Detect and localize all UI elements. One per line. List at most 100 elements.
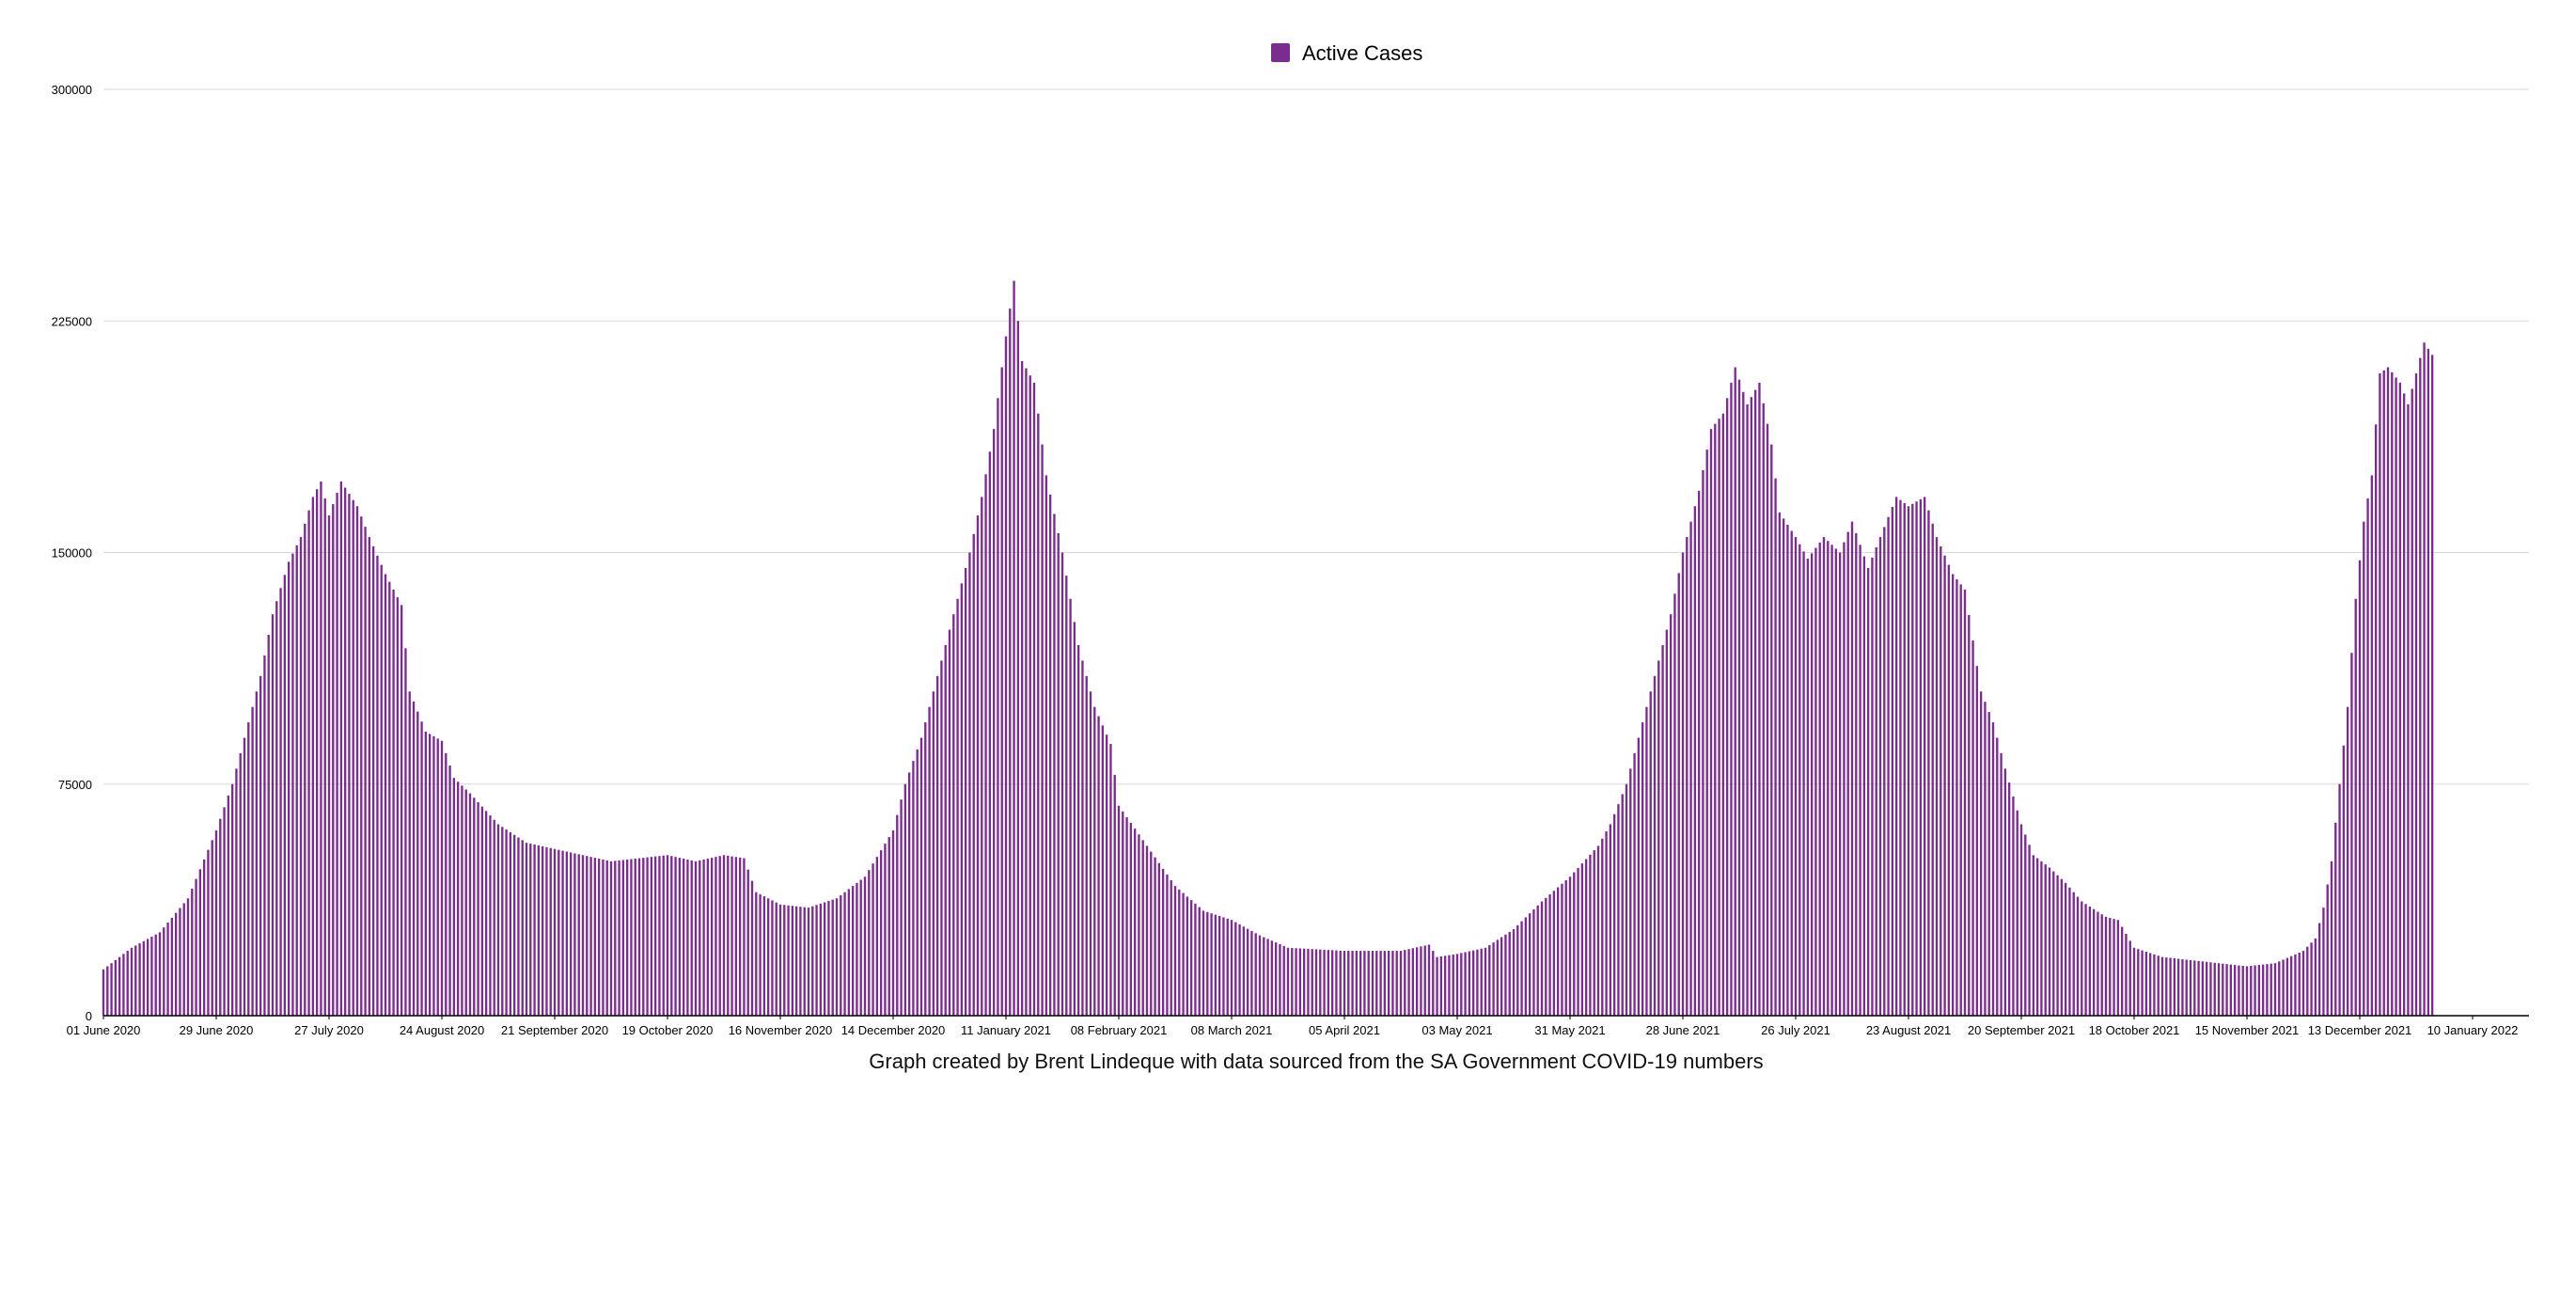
bar: [1395, 951, 1398, 1016]
bar: [327, 515, 331, 1016]
y-tick-label: 0: [86, 1009, 92, 1023]
bar: [2040, 861, 2043, 1016]
bar: [948, 629, 951, 1016]
bar: [2052, 871, 2055, 1016]
bar: [1524, 917, 1528, 1016]
bar: [807, 908, 810, 1016]
bar: [2370, 475, 2374, 1016]
bar: [1464, 952, 1467, 1016]
bar: [1025, 368, 1028, 1017]
bar: [1263, 937, 1265, 1016]
bar: [2076, 896, 2080, 1016]
x-tick-label: 23 August 2021: [1866, 1023, 1951, 1037]
bar: [964, 567, 967, 1016]
bar: [924, 722, 927, 1016]
bar: [2382, 370, 2385, 1016]
bar: [907, 772, 911, 1016]
bar: [396, 597, 400, 1016]
bar: [1166, 874, 1169, 1016]
x-tick-label: 19 October 2020: [622, 1023, 714, 1037]
bar: [1133, 829, 1137, 1016]
bar: [2007, 782, 2011, 1016]
bar: [1758, 382, 1761, 1016]
bar: [1979, 691, 1983, 1016]
bar: [992, 429, 996, 1016]
bar: [2250, 966, 2253, 1016]
bar: [1504, 934, 1507, 1016]
bar: [332, 504, 335, 1016]
bar: [891, 830, 895, 1016]
bar: [1122, 811, 1124, 1016]
bar: [1420, 946, 1422, 1016]
bar: [537, 845, 541, 1016]
x-tick-label: 16 November 2020: [729, 1023, 833, 1037]
bar: [1838, 552, 1842, 1016]
bar: [2100, 914, 2103, 1016]
bar: [400, 605, 403, 1016]
bar: [512, 834, 516, 1016]
bar: [1996, 737, 1999, 1016]
bar: [859, 879, 862, 1016]
bar: [690, 860, 693, 1016]
bar: [468, 793, 472, 1016]
y-tick-label: 150000: [52, 546, 92, 561]
bar: [2120, 926, 2124, 1016]
x-tick-label: 21 September 2020: [501, 1023, 608, 1037]
bar: [505, 829, 508, 1016]
bar: [299, 537, 303, 1016]
legend: Active Cases: [1271, 41, 1422, 65]
bar: [420, 721, 423, 1016]
bar: [1020, 360, 1024, 1016]
bar: [1943, 555, 1946, 1016]
bar: [621, 860, 625, 1016]
bar: [2104, 916, 2108, 1016]
bar: [658, 856, 661, 1016]
bar: [602, 859, 605, 1016]
bar: [2379, 373, 2381, 1016]
bar: [561, 850, 564, 1016]
bar: [1270, 940, 1274, 1016]
bar: [2278, 961, 2281, 1016]
bar: [625, 859, 629, 1016]
bar: [670, 856, 673, 1016]
bar: [1875, 547, 1877, 1016]
bar: [1129, 823, 1133, 1016]
x-tick-label: 14 December 2020: [841, 1023, 946, 1037]
bar: [243, 737, 246, 1016]
bar: [2398, 382, 2402, 1016]
bar: [646, 857, 649, 1016]
bar: [1492, 942, 1495, 1016]
bar: [1903, 502, 1906, 1016]
bar: [1806, 559, 1810, 1016]
bar: [2035, 858, 2039, 1016]
bar: [1677, 573, 1680, 1016]
bar: [1968, 614, 1971, 1016]
bar: [445, 752, 448, 1016]
bar: [840, 894, 842, 1016]
bar: [307, 510, 310, 1016]
bar: [1975, 666, 1979, 1016]
x-axis-tick-labels: 01 June 2020 29 June 2020 27 July 2020 24 A…: [67, 1016, 2518, 1037]
bar: [972, 533, 975, 1016]
bar: [1911, 503, 1914, 1016]
bar: [827, 901, 830, 1016]
bar: [1697, 490, 1701, 1016]
bar: [1443, 955, 1447, 1016]
bar: [1484, 947, 1487, 1016]
bar: [593, 858, 597, 1016]
bar: [1568, 876, 1572, 1016]
bar: [521, 840, 524, 1016]
x-tick-label: 11 January 2021: [961, 1023, 1051, 1037]
bar: [976, 515, 980, 1016]
bar: [618, 860, 620, 1016]
bar: [1935, 537, 1939, 1016]
bar: [493, 819, 495, 1016]
bar: [484, 811, 488, 1016]
bar: [2153, 954, 2156, 1016]
bar: [1705, 450, 1708, 1016]
bar: [981, 497, 983, 1016]
bar: [1561, 883, 1563, 1016]
bar: [699, 860, 701, 1016]
bar: [1899, 499, 1902, 1016]
bar: [1217, 916, 1221, 1016]
